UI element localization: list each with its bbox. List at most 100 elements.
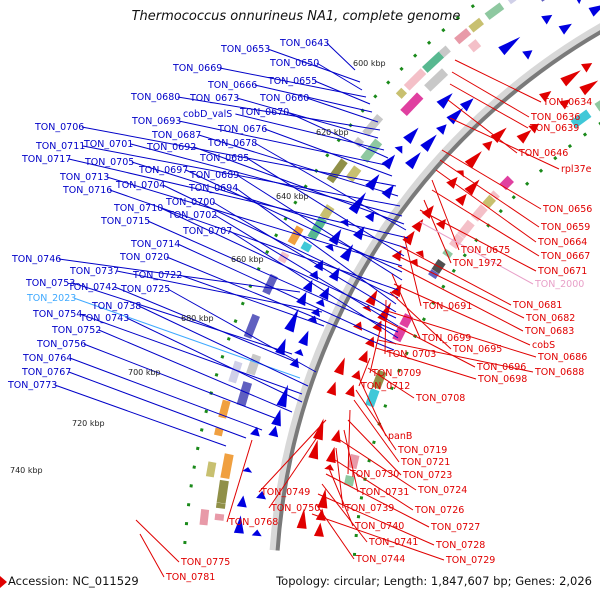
- accession-text: Accession: NC_011529: [8, 574, 139, 588]
- gene-label: TON_0764: [22, 353, 72, 364]
- leader-line: [339, 439, 417, 491]
- gene-label: TON_0709: [371, 368, 421, 379]
- leader-line: [397, 265, 524, 332]
- outer-tick-ring: [183, 0, 484, 545]
- gene-label: TON_0696: [476, 362, 526, 373]
- gene-feature-6-18: [484, 2, 505, 20]
- leader-line: [327, 465, 354, 527]
- gene-label: TON_0655: [267, 76, 317, 87]
- gene-label: TON_0689: [189, 170, 239, 181]
- gene-feature-6-0: [199, 509, 210, 526]
- gene-label: TON_0742: [67, 282, 117, 293]
- leader-line: [116, 270, 323, 313]
- gene-feature-5-2: [216, 479, 229, 504]
- leader-line: [454, 59, 542, 103]
- leader-line: [81, 126, 397, 187]
- gene-feature-2-2: [268, 425, 279, 438]
- gene-label: TON_0678: [207, 138, 257, 149]
- leader-line: [185, 169, 403, 273]
- gene-feature-4-13: [490, 190, 500, 200]
- gene-feature-1-6: [362, 305, 372, 313]
- leader-line: [98, 329, 293, 413]
- gene-feature-6-16: [454, 28, 472, 45]
- leader-line: [389, 291, 452, 350]
- leader-line: [58, 258, 301, 293]
- gene-feature-6-2: [214, 427, 224, 437]
- gene-feature-6-6: [262, 273, 278, 295]
- gene-label: TON_0701: [83, 139, 133, 150]
- gene-feature-6-19: [507, 0, 517, 5]
- gene-feature-3-3: [250, 426, 260, 437]
- gene-feature-2-5: [289, 357, 299, 369]
- leader-line: [258, 419, 327, 493]
- gene-feature-6-12: [395, 87, 408, 99]
- gene-label: TON_0715: [100, 216, 150, 227]
- gene-feature-1-2: [312, 418, 324, 441]
- gene-feature-2-21: [459, 98, 474, 112]
- genome-title: Thermococcus onnurineus NA1, complete ge…: [131, 9, 461, 24]
- leader-line: [72, 282, 293, 355]
- gene-label: TON_0744: [355, 554, 405, 565]
- leader-line: [397, 255, 525, 319]
- leader-line: [264, 128, 393, 177]
- leader-line: [177, 96, 381, 131]
- gene-feature-3-20: [541, 14, 553, 25]
- leader-line: [347, 419, 402, 476]
- gene-feature-3-4: [275, 338, 286, 356]
- leader-line: [384, 299, 387, 355]
- gene-label: cobD_valS: [183, 109, 232, 120]
- leader-line: [130, 143, 403, 217]
- gene-feature-5-9: [345, 165, 362, 183]
- leader-line: [369, 329, 381, 374]
- leader-line: [306, 97, 379, 123]
- gene-label: TON_0643: [279, 38, 329, 49]
- gene-label: TON_0756: [36, 339, 86, 350]
- gene-feature-6-11: [362, 113, 384, 137]
- gene-feature-2-3: [271, 409, 281, 427]
- gene-label: TON_0746: [11, 254, 61, 265]
- leader-line: [236, 174, 403, 281]
- kbp-tick-label: 680 kbp: [181, 314, 214, 323]
- gene-label: TON_0670: [239, 107, 289, 118]
- gene-label: TON_0702: [167, 210, 217, 221]
- gene-feature-0-5: [330, 429, 341, 443]
- gene-feature-1-1: [308, 439, 319, 460]
- gene-feature-2-9: [310, 308, 320, 317]
- gene-label: TON_0673: [189, 93, 239, 104]
- kbp-tick-label: 700 kbp: [128, 368, 161, 377]
- leader-line: [114, 286, 297, 363]
- gene-feature-2-20: [446, 107, 464, 125]
- gene-label: TON_0703: [386, 349, 436, 360]
- leader-line: [267, 48, 361, 83]
- gene-feature-6-14: [421, 51, 445, 73]
- gene-label: TON_0754: [32, 309, 82, 320]
- gene-label: TON_0775: [180, 557, 230, 568]
- gene-feature-6-15: [438, 45, 451, 58]
- gene-label: TON_0739: [344, 503, 394, 514]
- leader-line: [377, 339, 534, 373]
- gene-feature-4-14: [499, 175, 514, 191]
- gene-feature-1-14: [464, 151, 482, 169]
- gene-label: TON_0717: [21, 154, 71, 165]
- backbone-ring: [275, 30, 600, 551]
- gene-feature-2-24: [588, 5, 600, 17]
- gene-label: TON_0693: [131, 116, 181, 127]
- leader-line: [431, 179, 460, 251]
- leader-line: [399, 245, 512, 306]
- gene-feature-2-7: [298, 330, 309, 347]
- gene-label: TON_0727: [430, 522, 480, 533]
- leader-line: [246, 157, 405, 257]
- leader-line: [167, 288, 317, 373]
- leader-line: [439, 159, 540, 228]
- gene-label: TON_0729: [445, 555, 495, 566]
- gene-feature-0-12: [390, 284, 402, 298]
- gene-feature-0-18: [516, 129, 532, 144]
- leader-line: [435, 169, 537, 243]
- gene-label: TON_0723: [402, 470, 452, 481]
- leader-line: [431, 189, 540, 257]
- leader-line: [383, 309, 537, 358]
- leader-line: [212, 201, 397, 313]
- gene-feature-0-17: [464, 179, 480, 196]
- gene-label: TON_0720: [119, 252, 169, 263]
